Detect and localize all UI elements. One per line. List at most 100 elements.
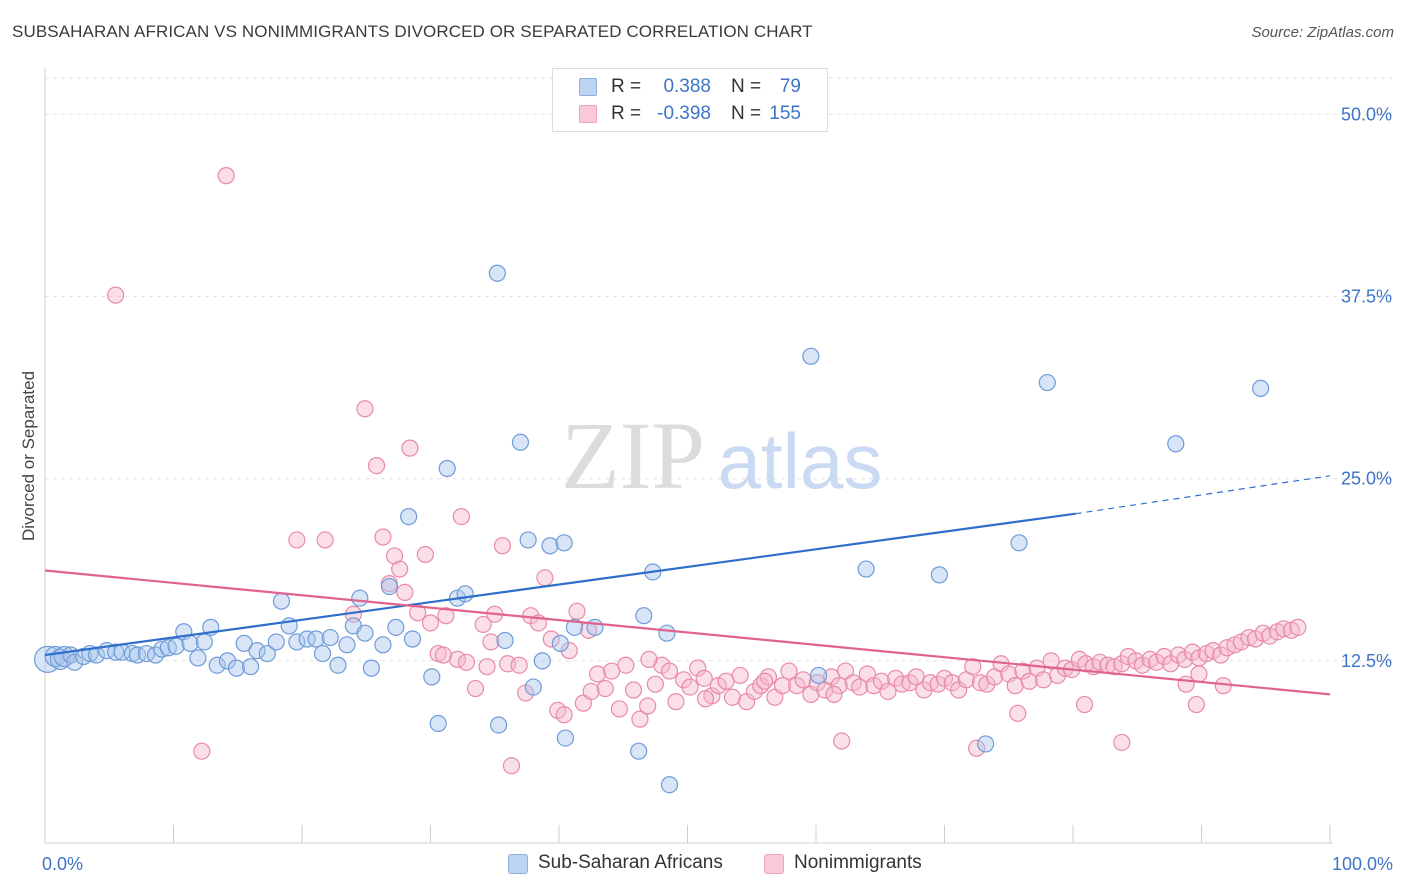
- data-point-nonimmigrants: [1034, 671, 1053, 689]
- data-point-sub-saharan-africans: [496, 631, 514, 650]
- series-sub-saharan-africans: [33, 264, 1270, 794]
- data-point-sub-saharan-africans: [146, 646, 165, 664]
- data-point-sub-saharan-africans: [438, 459, 456, 478]
- data-point-sub-saharan-africans: [456, 585, 474, 603]
- data-point-nonimmigrants: [437, 607, 455, 625]
- data-point-sub-saharan-africans: [533, 652, 551, 670]
- legend-n-value: 79: [779, 76, 801, 97]
- data-point-sub-saharan-africans: [519, 531, 537, 549]
- legend-r-label: R =: [611, 76, 642, 97]
- legend-row-pink: R = -0.398 N = 155: [553, 101, 827, 127]
- data-point-sub-saharan-africans: [541, 537, 559, 555]
- data-point-nonimmigrants: [288, 531, 306, 549]
- data-point-sub-saharan-africans: [242, 658, 260, 676]
- trend-line-nonimmigrants: [44, 569, 1331, 696]
- data-point-nonimmigrants: [474, 615, 492, 634]
- data-point-sub-saharan-africans: [658, 624, 676, 642]
- trend-line-sub-saharan-africans: [44, 512, 1076, 657]
- data-point-nonimmigrants: [560, 642, 578, 660]
- data-point-nonimmigrants: [872, 672, 891, 690]
- data-point-nonimmigrants: [555, 706, 573, 724]
- data-point-nonimmigrants: [964, 658, 982, 676]
- data-point-nonimmigrants: [1183, 643, 1202, 661]
- legend-r-value: 0.388: [663, 76, 711, 97]
- y-tick-label: 25.0%: [1341, 469, 1392, 489]
- data-point-sub-saharan-africans: [267, 633, 285, 651]
- trend-line-sub-saharan-africans-extension: [1075, 475, 1331, 515]
- data-point-nonimmigrants: [542, 630, 560, 648]
- legend-swatch-blue: [579, 78, 597, 96]
- data-point-sub-saharan-africans: [1252, 379, 1270, 397]
- legend-n-label: N =: [731, 103, 762, 124]
- data-point-sub-saharan-africans: [809, 666, 828, 685]
- data-point-sub-saharan-africans: [565, 618, 584, 636]
- data-point-nonimmigrants: [1187, 695, 1205, 714]
- data-point-sub-saharan-africans: [524, 678, 542, 696]
- data-point-sub-saharan-africans: [195, 633, 213, 651]
- data-point-sub-saharan-africans: [802, 347, 820, 365]
- watermark-atlas: atlas: [718, 417, 883, 505]
- chart-title: SUBSAHARAN AFRICAN VS NONIMMIGRANTS DIVO…: [12, 22, 813, 41]
- data-point-nonimmigrants: [640, 650, 658, 669]
- data-point-sub-saharan-africans: [1038, 373, 1056, 392]
- data-point-nonimmigrants: [367, 457, 386, 475]
- data-point-nonimmigrants: [1006, 677, 1024, 695]
- axes: [44, 68, 1333, 844]
- data-point-sub-saharan-africans: [403, 630, 422, 648]
- data-point-nonimmigrants: [457, 653, 476, 671]
- data-point-nonimmigrants: [316, 531, 334, 549]
- legend-n-label: N =: [731, 76, 762, 97]
- data-point-sub-saharan-africans: [65, 653, 84, 671]
- data-point-sub-saharan-africans: [351, 589, 369, 607]
- data-point-nonimmigrants: [1113, 733, 1131, 752]
- legend-r-value: -0.398: [657, 103, 711, 124]
- data-point-sub-saharan-africans: [329, 656, 347, 674]
- data-point-sub-saharan-africans: [490, 716, 508, 734]
- y-tick-label: 37.5%: [1341, 287, 1392, 307]
- x-tick-label: 0.0%: [42, 854, 83, 874]
- data-point-nonimmigrants: [639, 697, 657, 715]
- data-point-sub-saharan-africans: [356, 624, 374, 642]
- data-point-nonimmigrants: [929, 675, 947, 693]
- data-point-nonimmigrants: [689, 659, 707, 677]
- data-point-nonimmigrants: [1020, 672, 1038, 690]
- data-point-sub-saharan-africans: [313, 644, 332, 663]
- data-point-nonimmigrants: [568, 602, 586, 620]
- data-point-nonimmigrants: [780, 662, 798, 680]
- data-point-nonimmigrants: [681, 678, 699, 696]
- data-point-nonimmigrants: [1009, 704, 1027, 722]
- y-tick-label: 12.5%: [1341, 651, 1392, 671]
- watermark-zip: ZIP: [561, 402, 705, 509]
- data-point-sub-saharan-africans: [930, 566, 948, 584]
- data-point-sub-saharan-africans: [586, 618, 604, 636]
- data-point-nonimmigrants: [631, 710, 649, 728]
- data-point-sub-saharan-africans: [635, 607, 653, 625]
- data-point-nonimmigrants: [788, 677, 806, 695]
- bottom-legend-swatch-blue: [508, 854, 528, 874]
- data-point-sub-saharan-africans: [630, 742, 648, 760]
- data-point-nonimmigrants: [401, 439, 419, 457]
- data-point-sub-saharan-africans: [1010, 534, 1028, 552]
- data-point-sub-saharan-africans: [208, 656, 226, 674]
- data-point-sub-saharan-africans: [380, 577, 398, 596]
- data-point-sub-saharan-africans: [488, 264, 506, 282]
- data-point-sub-saharan-africans: [555, 534, 573, 552]
- data-point-sub-saharan-africans: [128, 646, 147, 664]
- source-label: Source: ZipAtlas.com: [1251, 24, 1394, 41]
- data-point-nonimmigrants: [596, 679, 614, 698]
- data-point-nonimmigrants: [695, 669, 713, 687]
- data-point-sub-saharan-africans: [400, 507, 418, 526]
- data-point-sub-saharan-africans: [258, 644, 276, 663]
- data-point-nonimmigrants: [745, 682, 763, 701]
- data-point-sub-saharan-africans: [362, 659, 380, 677]
- data-point-sub-saharan-africans: [189, 649, 207, 667]
- data-point-nonimmigrants: [1042, 652, 1060, 670]
- data-point-sub-saharan-africans: [227, 659, 246, 677]
- data-point-sub-saharan-africans: [857, 560, 875, 578]
- data-point-sub-saharan-africans: [288, 633, 306, 651]
- data-point-sub-saharan-africans: [272, 592, 291, 610]
- data-point-sub-saharan-africans: [429, 714, 447, 733]
- data-point-sub-saharan-africans: [235, 634, 253, 652]
- data-point-nonimmigrants: [1289, 618, 1307, 636]
